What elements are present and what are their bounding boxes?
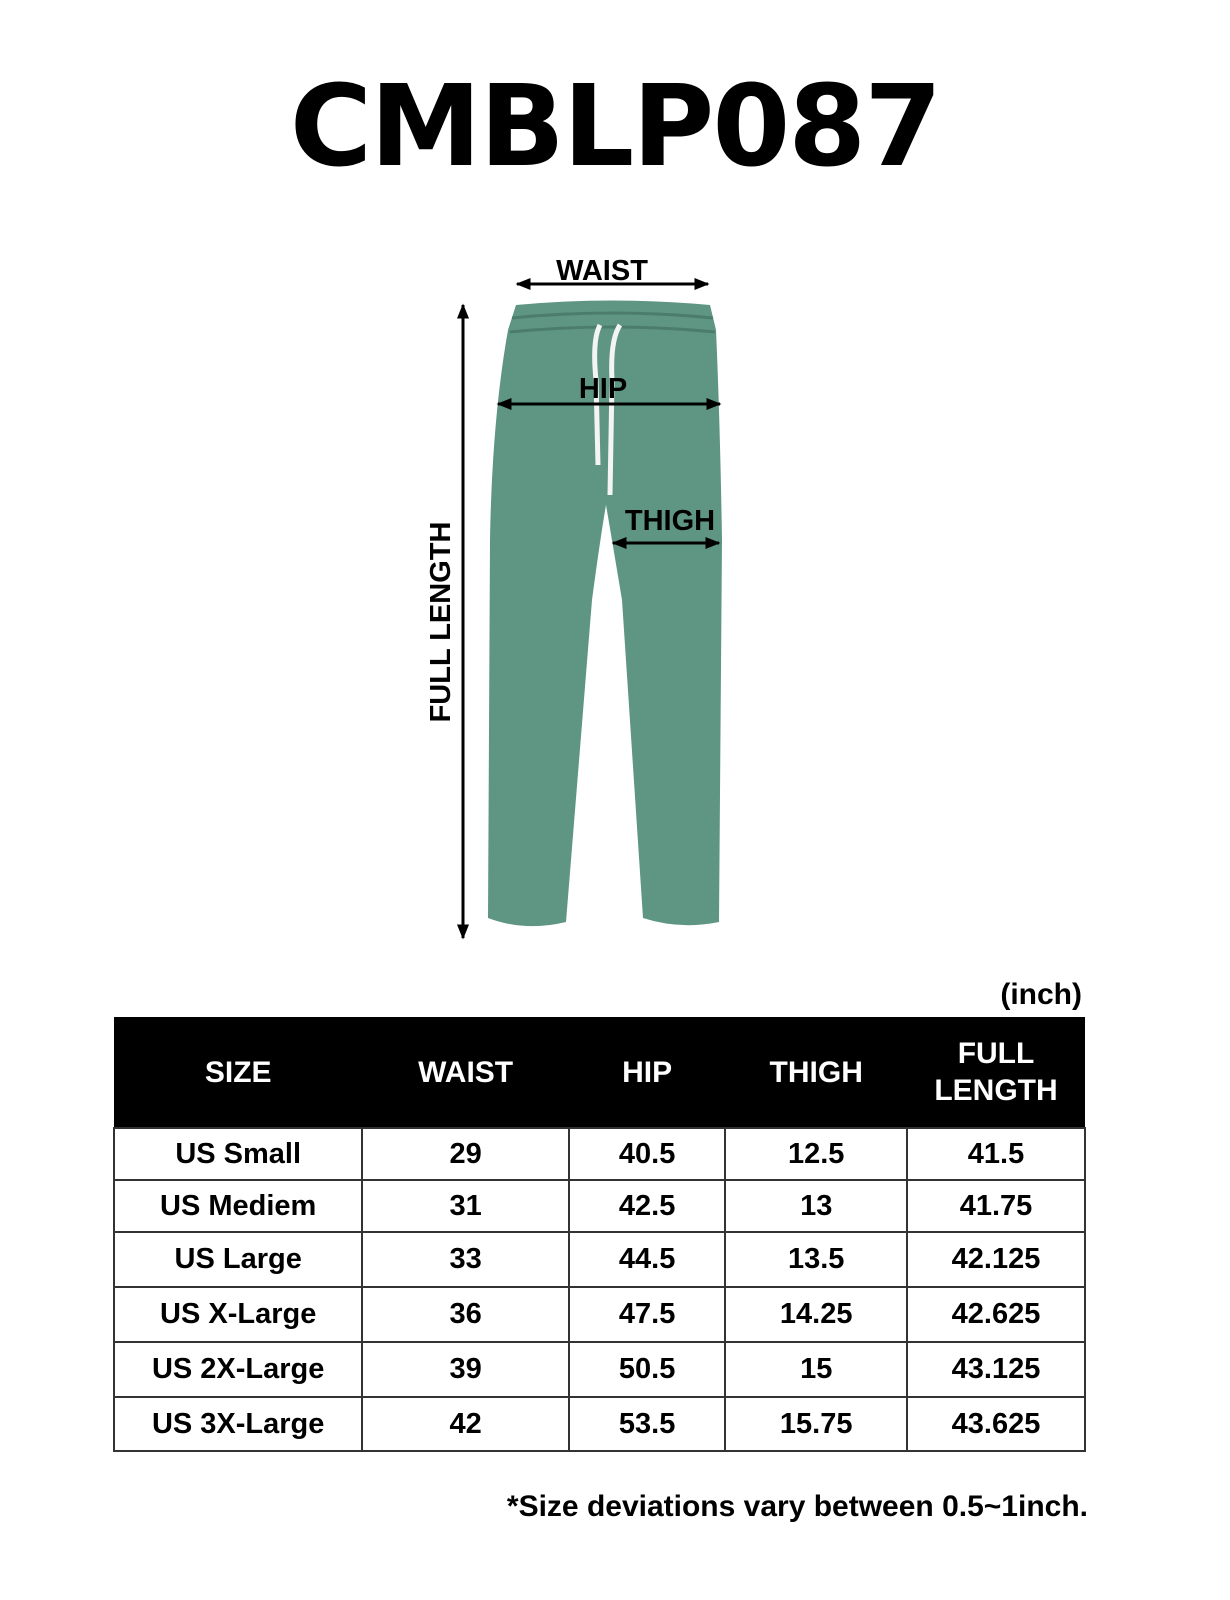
size-cell: US 2X-Large (112, 1341, 364, 1398)
size-cell: US Small (112, 1127, 364, 1181)
table-row: US X-Large 36 47.5 14.25 42.625 (112, 1286, 1086, 1343)
table-row: US Large 33 44.5 13.5 42.125 (112, 1231, 1086, 1288)
table-row: US 2X-Large 39 50.5 15 43.125 (112, 1341, 1086, 1398)
unit-label: (inch) (1000, 978, 1082, 1011)
size-cell: US X-Large (112, 1286, 364, 1343)
waist-label: WAIST (556, 255, 648, 287)
pants-illustration (488, 300, 722, 927)
size-deviation-note: *Size deviations vary between 0.5~1inch. (506, 1490, 1088, 1523)
hip-cell: 47.5 (567, 1286, 727, 1343)
drawstring-right (607, 323, 623, 496)
waistband (509, 311, 716, 334)
full-length-cell: 41.75 (906, 1179, 1086, 1233)
size-cell: US 3X-Large (112, 1396, 364, 1452)
hip-cell: 40.5 (567, 1127, 727, 1181)
thigh-cell: 15.75 (724, 1396, 909, 1452)
waist-cell: 42 (361, 1396, 570, 1452)
size-cell: US Large (112, 1231, 364, 1288)
header-size: SIZE (114, 1017, 363, 1128)
hip-cell: 42.5 (567, 1179, 727, 1233)
header-thigh: THIGH (725, 1017, 908, 1128)
product-code-title: CMBLP087 (289, 62, 942, 192)
size-chart-table: SIZE WAIST HIP THIGH FULL LENGTH US Smal… (112, 1017, 1086, 1452)
waist-cell: 36 (361, 1286, 570, 1343)
header-full-length: FULL LENGTH (907, 1017, 1085, 1128)
thigh-measure: THIGH (611, 505, 721, 549)
table-row: US 3X-Large 42 53.5 15.75 43.625 (112, 1396, 1086, 1452)
table-row: US Small 29 40.5 12.5 41.5 (112, 1127, 1086, 1181)
table-header-row: SIZE WAIST HIP THIGH FULL LENGTH (114, 1017, 1085, 1128)
header-waist: WAIST (362, 1017, 569, 1128)
full-length-cell: 41.5 (906, 1127, 1086, 1181)
thigh-cell: 14.25 (724, 1286, 909, 1343)
full-length-cell: 43.125 (906, 1341, 1086, 1398)
hip-cell: 50.5 (567, 1341, 727, 1398)
waist-measure: WAIST (515, 255, 710, 290)
drawstring-left (592, 323, 603, 466)
pants-measurement-diagram: WAIST HIP THIGH FULL LENGTH (425, 255, 722, 940)
full-length-cell: 42.125 (906, 1231, 1086, 1288)
table-row: US Mediem 31 42.5 13 41.75 (112, 1179, 1086, 1233)
full-length-label: FULL LENGTH (425, 522, 457, 723)
waist-cell: 31 (361, 1179, 570, 1233)
waist-cell: 33 (361, 1231, 570, 1288)
hip-cell: 44.5 (567, 1231, 727, 1288)
size-cell: US Mediem (112, 1179, 364, 1233)
full-length-cell: 43.625 (906, 1396, 1086, 1452)
full-length-measure: FULL LENGTH (425, 303, 469, 940)
thigh-label: THIGH (625, 505, 715, 537)
hip-cell: 53.5 (567, 1396, 727, 1452)
thigh-cell: 12.5 (724, 1127, 909, 1181)
thigh-cell: 13 (724, 1179, 909, 1233)
hip-label: HIP (579, 373, 627, 405)
header-hip: HIP (568, 1017, 726, 1128)
thigh-cell: 13.5 (724, 1231, 909, 1288)
waist-cell: 29 (361, 1127, 570, 1181)
full-length-cell: 42.625 (906, 1286, 1086, 1343)
hip-measure: HIP (496, 373, 722, 410)
thigh-cell: 15 (724, 1341, 909, 1398)
waist-cell: 39 (361, 1341, 570, 1398)
